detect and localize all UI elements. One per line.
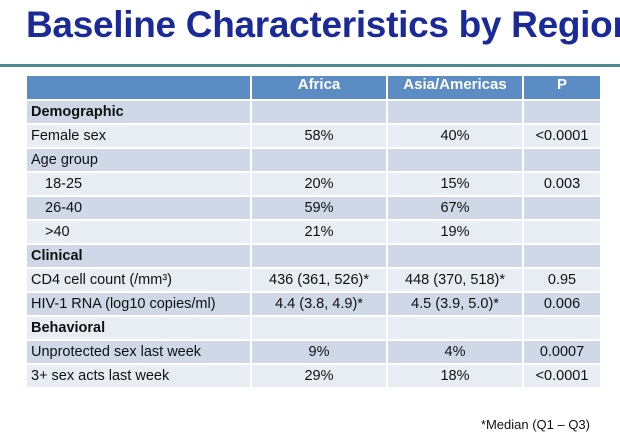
p-value: 0.003 [522,171,602,197]
table-row: Age group [25,147,602,173]
africa-value: 59% [250,195,388,221]
row-label: CD4 cell count (/mm³) [25,267,252,293]
row-label: Female sex [25,123,252,149]
row-label: Demographic [25,99,252,125]
table-row: Unprotected sex last week 9% 4% 0.0007 [25,339,602,365]
header-africa: Africa [250,74,388,101]
africa-value: 29% [250,363,388,389]
table-header-row: Africa Asia/Americas P [25,74,602,101]
table-row: Demographic [25,99,602,125]
row-label: HIV-1 RNA (log10 copies/ml) [25,291,252,317]
p-value [522,195,602,221]
p-value [522,219,602,245]
table-row: Female sex 58% 40% <0.0001 [25,123,602,149]
table-row: Clinical [25,243,602,269]
asia-americas-value [386,243,524,269]
baseline-table: Africa Asia/Americas P Demographic Female… [25,74,602,389]
p-value: 0.006 [522,291,602,317]
row-label: 18-25 [25,171,252,197]
p-value: 0.95 [522,267,602,293]
table-row: 26-40 59% 67% [25,195,602,221]
p-value [522,315,602,341]
asia-americas-value: 40% [386,123,524,149]
row-label: Behavioral [25,315,252,341]
table-row: Behavioral [25,315,602,341]
asia-americas-value [386,147,524,173]
africa-value: 20% [250,171,388,197]
row-label: >40 [25,219,252,245]
africa-value: 58% [250,123,388,149]
table-row: 3+ sex acts last week 29% 18% <0.0001 [25,363,602,389]
header-asia-americas: Asia/Americas [386,74,524,101]
asia-americas-value: 19% [386,219,524,245]
africa-value [250,243,388,269]
asia-americas-value [386,99,524,125]
title-divider [0,64,620,67]
asia-americas-value: 18% [386,363,524,389]
africa-value [250,147,388,173]
header-blank [25,74,252,101]
footnote: *Median (Q1 – Q3) [480,417,590,432]
asia-americas-value: 15% [386,171,524,197]
asia-americas-value [386,315,524,341]
row-label: Age group [25,147,252,173]
p-value: <0.0001 [522,123,602,149]
p-value [522,243,602,269]
row-label: Unprotected sex last week [25,339,252,365]
asia-americas-value: 4.5 (3.9, 5.0)* [386,291,524,317]
row-label: 3+ sex acts last week [25,363,252,389]
africa-value: 21% [250,219,388,245]
africa-value [250,315,388,341]
africa-value: 436 (361, 526)* [250,267,388,293]
p-value [522,147,602,173]
africa-value: 4.4 (3.8, 4.9)* [250,291,388,317]
asia-americas-value: 448 (370, 518)* [386,267,524,293]
table-row: CD4 cell count (/mm³) 436 (361, 526)* 448 … [25,267,602,293]
asia-americas-value: 67% [386,195,524,221]
table-row: 18-25 20% 15% 0.003 [25,171,602,197]
table-row: >40 21% 19% [25,219,602,245]
table-row: HIV-1 RNA (log10 copies/ml) 4.4 (3.8, 4.9… [25,291,602,317]
africa-value [250,99,388,125]
africa-value: 9% [250,339,388,365]
row-label: 26-40 [25,195,252,221]
p-value: <0.0001 [522,363,602,389]
header-p: P [522,74,602,101]
page-title: Baseline Characteristics by Region [26,4,620,45]
row-label: Clinical [25,243,252,269]
p-value: 0.0007 [522,339,602,365]
asia-americas-value: 4% [386,339,524,365]
p-value [522,99,602,125]
